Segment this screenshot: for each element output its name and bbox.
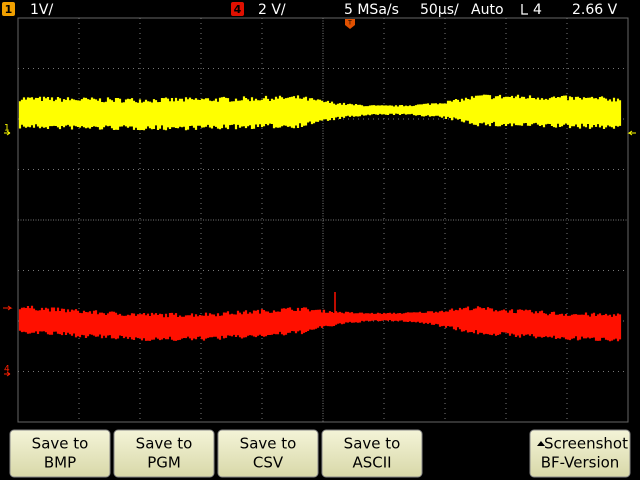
softkey-label: CSV [253, 454, 284, 472]
softkey-label: BF-Version [541, 454, 620, 472]
trigger-level: 2.66 V [572, 2, 618, 18]
trigger-source: 4 [533, 2, 542, 18]
trigger-position-marker [345, 19, 355, 29]
ch4-arrow [4, 371, 11, 377]
ch4-ground-marker: 4 [4, 365, 10, 375]
softkey-label: Save to [136, 435, 193, 453]
ch1-trigger-arrow [627, 130, 636, 136]
softkey-button[interactable] [321, 429, 423, 478]
ch1-label: 1 [5, 3, 13, 16]
softkey-label: BMP [44, 454, 76, 472]
ch1-arrow [4, 130, 11, 136]
traces [18, 94, 622, 342]
trigger-mode: Auto [471, 2, 504, 18]
trigger-edge-icon [521, 4, 528, 15]
softkey-label: Save to [240, 435, 297, 453]
softkey-button[interactable] [529, 429, 631, 478]
ch1-ground-marker: 1 [4, 124, 10, 134]
ch4-scale: 2 V/ [258, 2, 286, 18]
ch1-badge [2, 2, 15, 16]
softkey-label: PGM [147, 454, 181, 472]
softkey-arrow [537, 441, 545, 446]
softkey-button[interactable] [217, 429, 319, 478]
softkey-label: ASCII [352, 454, 391, 472]
ch4-label: 4 [234, 3, 242, 16]
ch4-badge [231, 2, 244, 16]
softkey-label: Save to [344, 435, 401, 453]
softkey-button[interactable] [113, 429, 215, 478]
ch1-scale: 1V/ [30, 2, 53, 18]
ch4-trace [18, 305, 622, 342]
softkey-label: Save to [32, 435, 89, 453]
ch4-trigger-arrow [3, 305, 13, 311]
softkey-button[interactable] [9, 429, 111, 478]
softkey-label: Screenshot [544, 435, 628, 453]
trigger-marker-label: T [347, 20, 352, 27]
sample-rate: 5 MSa/s [344, 2, 399, 18]
timebase: 50µs/ [420, 2, 459, 18]
ch1-trace [18, 94, 622, 131]
